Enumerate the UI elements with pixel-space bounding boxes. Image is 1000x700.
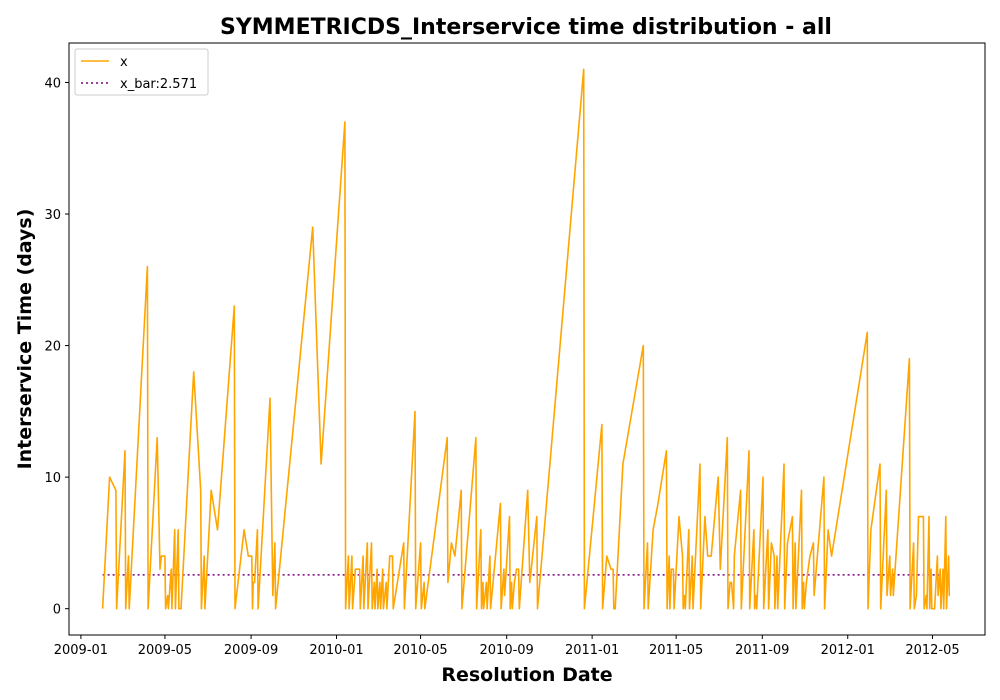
x-tick-label: 2011-01 [565,643,619,658]
y-axis-label: Interservice Time (days) [14,209,36,470]
x-tick-label: 2010-05 [393,643,447,658]
x-tick-label: 2010-09 [480,643,534,658]
x-tick-label: 2012-01 [821,643,875,658]
x-tick-label: 2009-05 [138,643,192,658]
x-tick-label: 2011-09 [735,643,789,658]
legend-label-x: x [120,55,128,70]
y-tick-label: 10 [44,471,61,486]
x-tick-label: 2009-09 [224,643,278,658]
plot-area [68,42,986,636]
y-axis-ticks: 0 10 20 30 40 [44,76,69,618]
x-tick-label: 2010-01 [309,643,363,658]
x-tick-label: 2011-05 [649,643,703,658]
legend-label-xbar: x_bar:2.571 [120,77,197,92]
y-tick-label: 0 [53,603,61,618]
series-x-line [101,68,951,610]
x-tick-label: 2012-05 [905,643,959,658]
x-axis-ticks: 2009-01 2009-05 2009-09 2010-01 2010-05 2010-… [54,635,960,658]
y-tick-label: 20 [44,340,61,355]
x-tick-label: 2009-01 [54,643,108,658]
y-tick-label: 30 [44,208,61,223]
legend: x x_bar:2.571 [74,48,209,96]
chart-title: SYMMETRICDS_Interservice time distributi… [220,15,832,40]
x-axis-label: Resolution Date [441,664,612,686]
y-tick-label: 40 [44,76,61,91]
plot-frame [68,42,986,636]
